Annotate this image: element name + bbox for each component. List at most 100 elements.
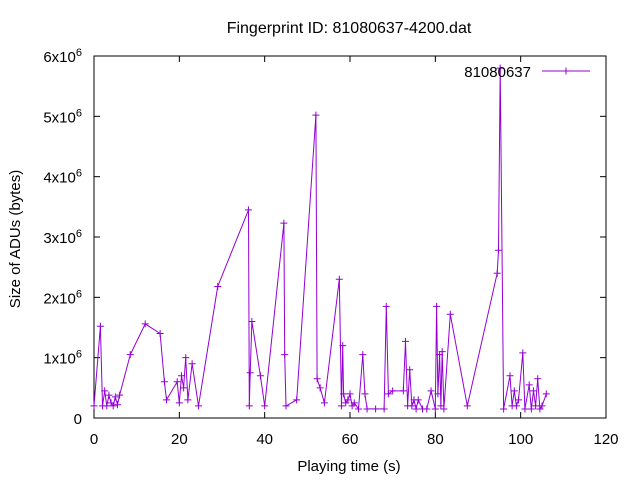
data-point [440, 405, 448, 413]
data-point [160, 378, 168, 386]
y-tick-label: 1x106 [43, 349, 82, 368]
data-point [177, 372, 185, 380]
data-point [493, 269, 501, 277]
axis-ticks [93, 55, 607, 419]
data-point [175, 399, 183, 407]
data-point [105, 391, 113, 399]
legend: 81080637 [464, 64, 590, 81]
data-point [512, 402, 520, 410]
data-point [438, 348, 446, 356]
data-point [437, 402, 445, 410]
data-point [534, 375, 542, 383]
y-tick-exponent: 6 [76, 168, 82, 180]
y-tick-exponent: 6 [76, 349, 82, 361]
data-point [399, 387, 407, 395]
data-point [261, 402, 269, 410]
data-point [406, 366, 414, 374]
data-point [313, 375, 321, 383]
data-point [361, 390, 369, 398]
x-tick-label: 0 [90, 431, 98, 448]
data-point [542, 390, 550, 398]
y-tick-label: 4x106 [43, 168, 82, 187]
data-point [389, 387, 397, 395]
data-point [141, 320, 149, 328]
data-point [316, 384, 324, 392]
data-point [103, 402, 111, 410]
y-tick-label: 0 [74, 411, 82, 428]
data-point [372, 405, 380, 413]
data-point [401, 337, 409, 345]
data-point [109, 402, 117, 410]
x-tick-label: 60 [342, 431, 359, 448]
series-group [90, 64, 550, 413]
data-point [90, 402, 98, 410]
data-point [346, 390, 354, 398]
data-point [320, 399, 328, 407]
y-tick-exponent: 6 [76, 47, 82, 59]
x-tick-label: 40 [256, 431, 273, 448]
data-point [538, 402, 546, 410]
data-point [214, 282, 222, 290]
y-tick-exponent: 6 [76, 288, 82, 300]
data-point [111, 393, 119, 401]
x-tick-label: 20 [171, 431, 188, 448]
data-point [256, 372, 264, 380]
data-point [414, 396, 422, 404]
x-tick-labels: 0 20 40 60 80 100 120 [90, 431, 619, 448]
data-point [293, 396, 301, 404]
data-point [519, 349, 527, 357]
data-point [173, 378, 181, 386]
data-point [337, 402, 345, 410]
data-point [500, 405, 508, 413]
data-point [350, 399, 358, 407]
data-point [496, 64, 504, 72]
data-point [431, 405, 439, 413]
data-point [245, 402, 253, 410]
data-point [116, 391, 124, 399]
data-point [188, 360, 196, 368]
x-axis-label: Playing time (s) [297, 458, 400, 475]
data-point [494, 246, 502, 254]
data-point [463, 402, 471, 410]
series-line [93, 68, 547, 411]
plot-frame [93, 55, 607, 419]
data-point [510, 387, 518, 395]
data-point [248, 317, 256, 325]
data-point [126, 351, 134, 359]
x-tick-label: 80 [427, 431, 444, 448]
data-point [195, 402, 203, 410]
chart-title: Fingerprint ID: 81080637-4200.dat [227, 20, 472, 37]
data-point [339, 342, 347, 350]
data-point [355, 405, 363, 413]
data-point [433, 302, 441, 310]
data-point [412, 405, 420, 413]
data-point [312, 111, 320, 119]
data-point [515, 396, 523, 404]
data-point [384, 390, 392, 398]
data-point [527, 405, 535, 413]
data-point [532, 402, 540, 410]
x-tick-label: 120 [593, 431, 618, 448]
data-point [423, 405, 431, 413]
data-point [427, 387, 435, 395]
data-point [101, 387, 109, 395]
data-point [281, 351, 289, 359]
data-point [434, 390, 442, 398]
data-point [180, 384, 188, 392]
y-tick-label: 2x106 [43, 288, 82, 307]
legend-marker-cross [562, 67, 570, 75]
y-tick-exponent: 6 [76, 107, 82, 119]
data-point [382, 302, 390, 310]
data-point [344, 396, 352, 404]
data-point [525, 381, 533, 389]
data-point [182, 354, 190, 362]
data-point [359, 351, 367, 359]
y-axis-label: Size of ADUs (bytes) [7, 170, 24, 308]
data-point [184, 396, 192, 404]
data-point [363, 405, 371, 413]
data-point [506, 372, 514, 380]
data-point [156, 330, 164, 338]
data-point [282, 402, 290, 410]
y-tick-label: 5x106 [43, 107, 82, 126]
data-point [244, 206, 252, 214]
